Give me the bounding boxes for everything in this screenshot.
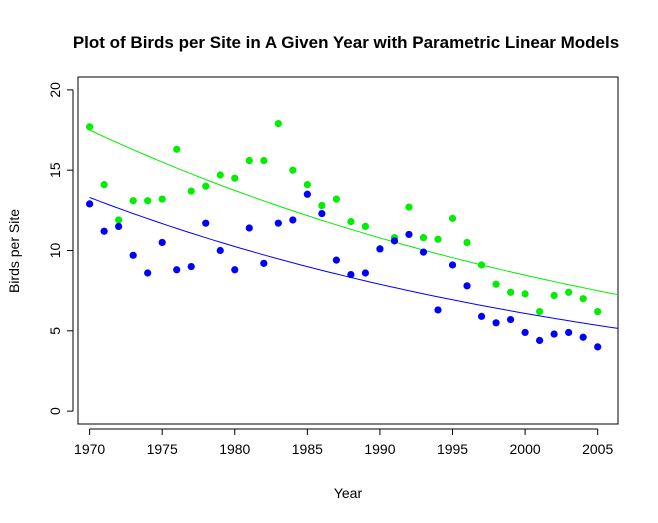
data-point [594,343,602,351]
data-point [477,261,486,269]
data-point [289,166,297,174]
data-point [419,234,428,242]
data-point [463,282,471,290]
data-point [202,182,210,190]
data-point [347,270,355,279]
data-point [492,280,500,288]
x-tick-label: 1980 [219,441,250,457]
y-tick-label: 5 [47,327,63,335]
data-point [506,288,515,296]
chart-title: Plot of Birds per Site in A Given Year w… [73,33,619,52]
y-tick-label: 20 [47,82,63,98]
data-point [594,307,602,316]
data-point [448,214,457,222]
data-point [100,181,108,189]
data-point [318,209,326,218]
data-point [289,216,297,224]
data-point [565,328,573,337]
data-point [434,306,442,314]
data-point [579,295,587,303]
data-point [245,156,253,165]
x-tick-label: 2000 [510,441,541,457]
x-axis: 1970 1975 1980 1985 1990 1995 2000 2005 [74,428,613,457]
x-axis-label: Year [334,485,363,501]
data-point [231,174,239,182]
y-tick-label: 10 [47,243,63,259]
data-point [536,307,544,316]
data-point [158,195,166,203]
x-tick-label: 1995 [437,441,468,457]
data-point [463,238,471,247]
data-point [274,119,282,128]
data-point [565,288,573,296]
data-point [274,219,282,227]
data-point [129,251,137,259]
data-point [144,197,152,205]
data-point [550,291,558,300]
data-points [86,119,602,351]
data-point [521,328,529,337]
y-axis-label: Birds per Site [6,209,22,293]
data-point [376,245,384,253]
data-point [100,227,108,235]
plot-area [77,76,619,425]
data-point [448,261,457,269]
data-point [173,266,181,274]
x-tick-label: 2005 [582,441,613,457]
y-tick-label: 15 [47,162,63,178]
data-point [187,262,195,271]
fit-lines [89,129,619,329]
fit-line [89,129,619,296]
data-point [579,333,587,341]
x-tick-label: 1990 [364,441,395,457]
data-point [492,319,500,327]
data-point [536,336,544,345]
data-point [260,156,268,165]
data-point [231,266,239,274]
data-point [390,237,399,245]
data-point [405,230,413,239]
data-point [86,200,94,208]
data-point [129,197,137,205]
data-point [361,222,370,231]
data-point [216,171,224,179]
data-point [434,235,442,243]
y-axis: 0 5 10 15 20 [47,82,74,415]
data-point [477,312,486,320]
data-point [405,203,413,211]
data-point [158,238,166,247]
data-point [361,269,370,277]
data-point [521,290,529,298]
data-point [506,315,515,324]
data-point [115,222,123,231]
data-point [216,246,224,255]
data-point [202,219,210,227]
data-point [550,330,558,338]
data-point [173,145,181,153]
data-point [332,256,340,264]
data-point [260,259,268,267]
data-point [115,216,123,224]
data-point [332,195,340,203]
data-point [144,269,152,277]
data-point [86,123,94,131]
x-tick-label: 1970 [74,441,105,457]
fit-line [89,197,619,329]
x-tick-label: 1975 [147,441,178,457]
data-point [187,187,195,195]
x-tick-label: 1985 [292,441,323,457]
data-point [318,201,326,210]
data-point [347,217,355,226]
data-point [303,190,311,198]
data-point [245,224,253,232]
data-point [303,181,311,189]
data-point [419,248,428,256]
y-tick-label: 0 [47,407,63,415]
